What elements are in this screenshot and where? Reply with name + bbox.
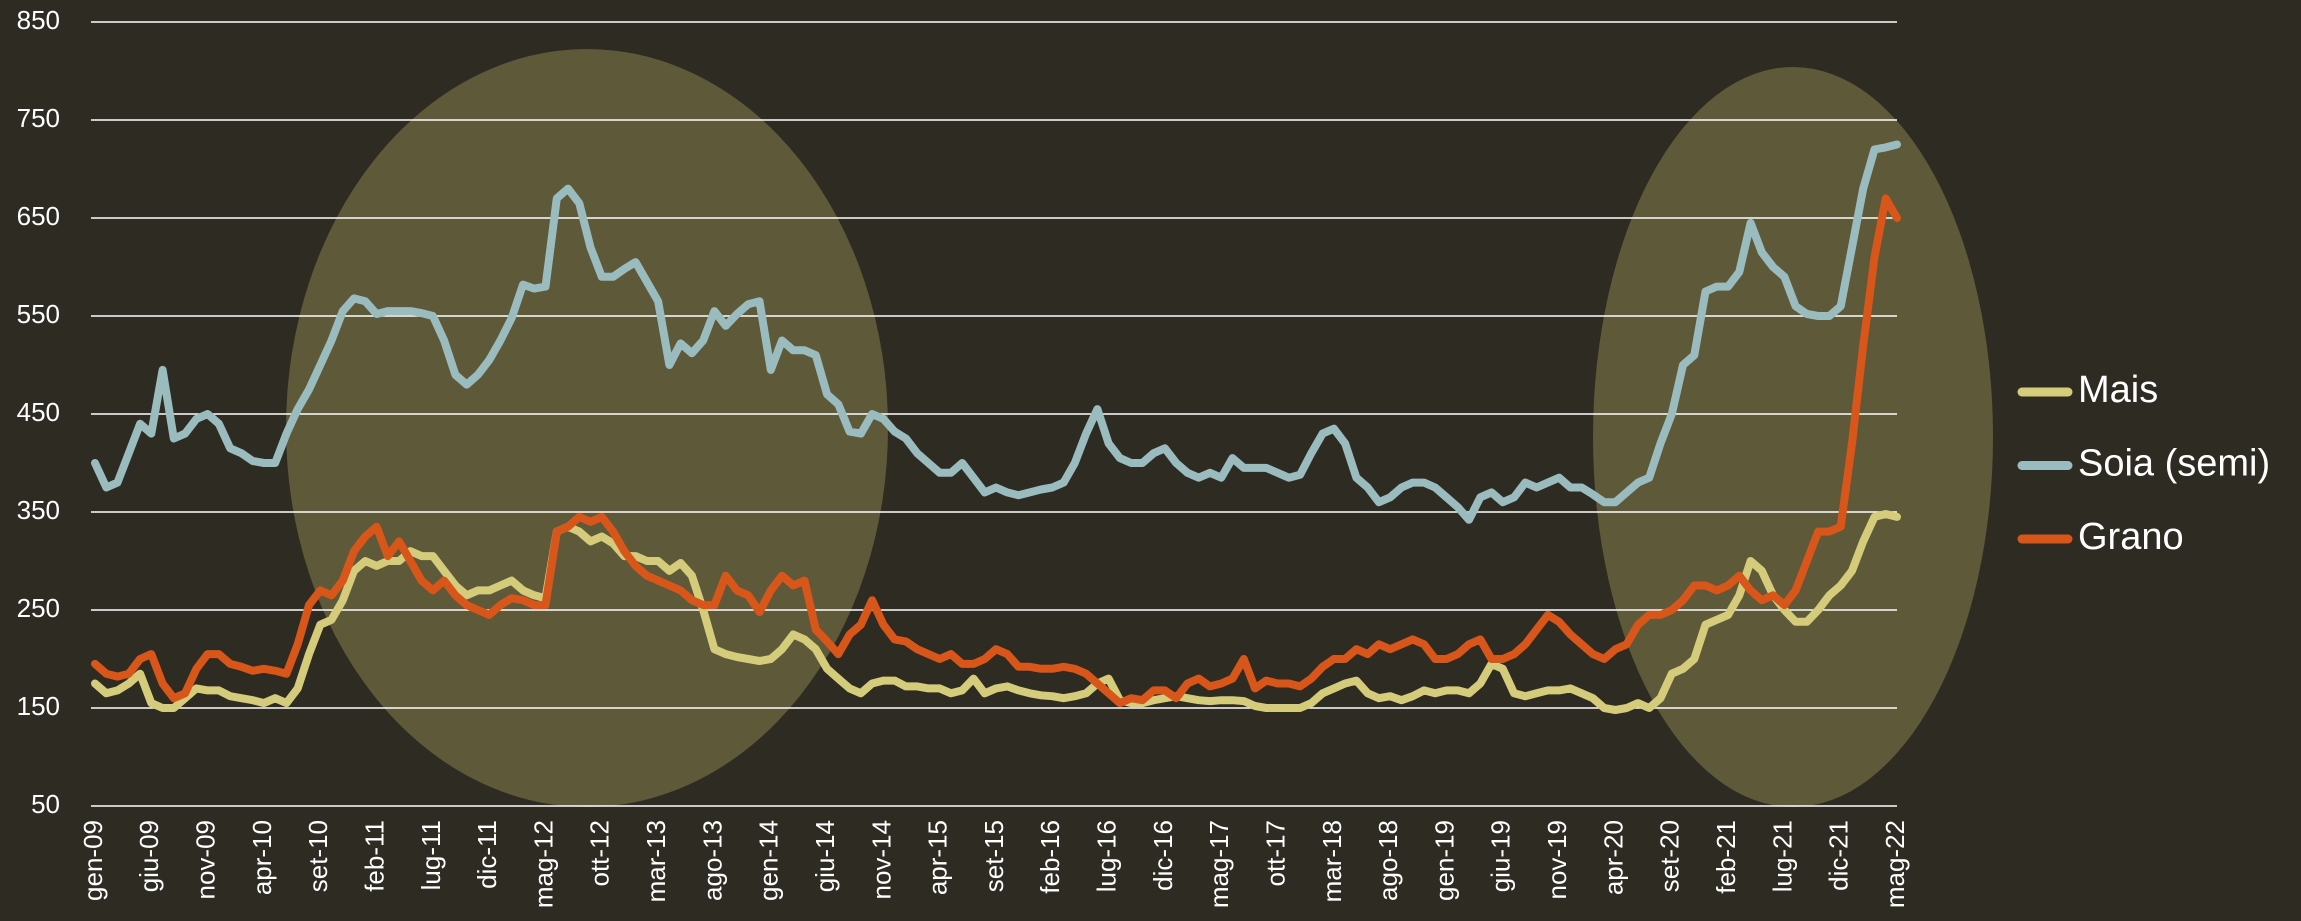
highlight-ellipse [1593,67,1993,807]
x-tick-label: ago-13 [697,820,727,901]
y-tick-label: 350 [17,495,60,525]
x-tick-label: ott-17 [1260,820,1290,887]
x-tick-label: lug-11 [416,820,446,890]
x-tick-label: dic-16 [1148,820,1178,891]
x-tick-label: mag-22 [1880,820,1910,908]
x-tick-label: feb-16 [1035,820,1065,894]
series-line [91,140,1901,524]
x-tick-label: giu-19 [1486,820,1516,892]
y-tick-label: 550 [17,299,60,329]
x-tick-label: lug-16 [1092,820,1122,892]
y-tick-label: 250 [17,593,60,623]
x-tick-label: gen-19 [1429,820,1459,901]
x-tick-label: mag-12 [528,820,558,908]
x-tick-label: ott-12 [585,820,615,887]
x-tick-label: giu-14 [810,820,840,892]
x-tick-label: mar-13 [641,820,671,902]
legend-label: Mais [2078,369,2158,411]
x-tick-label: apr-10 [247,820,277,895]
x-tick-label: dic-11 [472,820,502,889]
x-tick-label: gen-14 [754,820,784,901]
x-tick-label: nov-09 [191,820,221,900]
y-tick-label: 450 [17,397,60,427]
x-tick-label: giu-09 [134,820,164,892]
x-tick-label: feb-21 [1711,820,1741,894]
legend-label: Soia (semi) [2078,443,2270,485]
x-tick-label: nov-19 [1542,820,1572,900]
legend-label: Grano [2078,516,2184,558]
series-line [91,194,1901,708]
x-tick-label: ago-18 [1373,820,1403,901]
x-tick-label: mar-18 [1317,820,1347,902]
x-tick-label: set-15 [979,820,1009,892]
y-tick-label: 750 [17,103,60,133]
grid [91,21,1897,807]
x-tick-label: nov-14 [866,820,896,900]
labels: 50 150 250 350 450 550 650 750 850 gen-09 giu-09 no… [17,5,2271,908]
highlight-ellipse [286,49,888,807]
x-tick-label: feb-11 [359,820,389,892]
series-line [91,510,1901,714]
y-tick-label: 50 [31,789,60,819]
y-tick-label: 150 [17,691,60,721]
lines [91,140,1901,714]
x-tick-label: apr-20 [1598,820,1628,895]
x-tick-label: set-10 [303,820,333,892]
x-tick-label: mag-17 [1204,820,1234,908]
x-tick-label: set-20 [1655,820,1685,892]
x-tick-label: lug-21 [1767,820,1797,892]
x-tick-label: gen-09 [78,820,108,901]
x-tick-label: dic-21 [1824,820,1854,891]
y-tick-label: 650 [17,201,60,231]
y-tick-label: 850 [17,5,60,35]
x-tick-label: apr-15 [923,820,953,895]
